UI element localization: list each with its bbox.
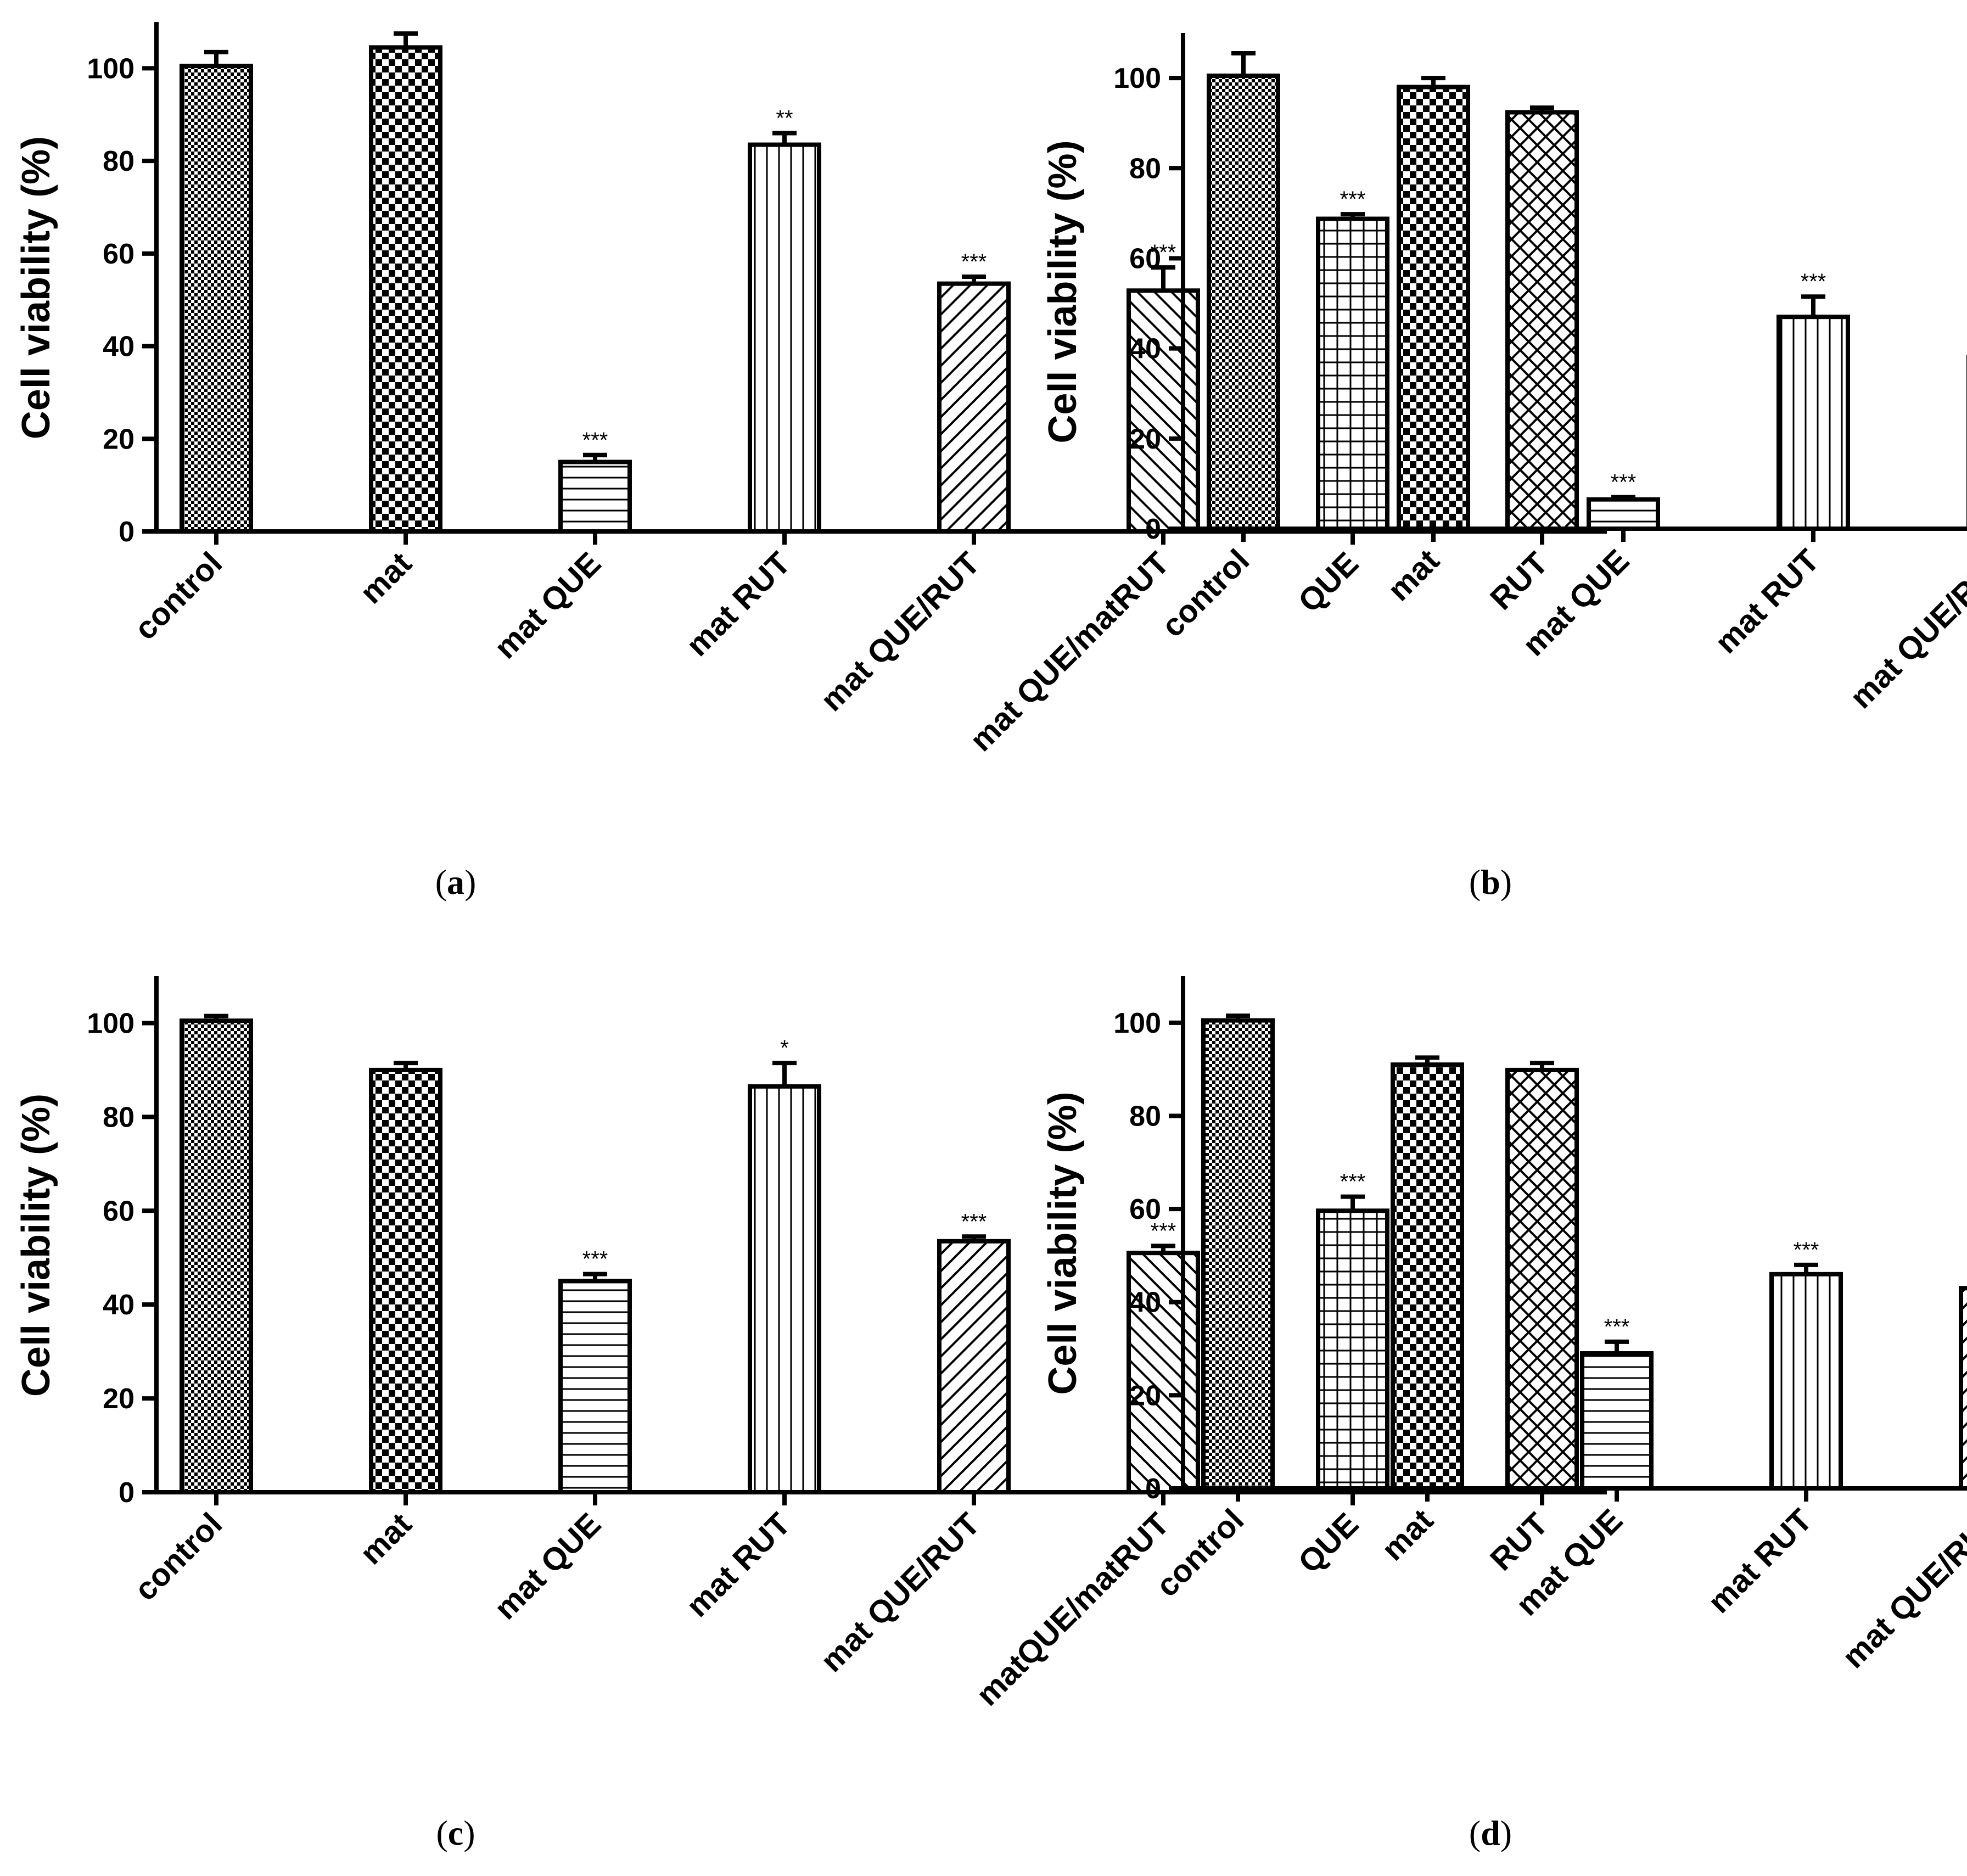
panel-caption: (d): [1469, 1813, 1512, 1852]
y-tick-label: 80: [1129, 153, 1161, 184]
bar: [369, 45, 442, 534]
category-label: control: [1155, 542, 1256, 644]
y-tick-label: 80: [103, 145, 135, 177]
y-tick-label: 0: [1145, 513, 1161, 545]
category-label: mat RUT: [680, 545, 798, 663]
y-tick-label: 40: [103, 331, 135, 363]
bar: [1505, 1067, 1579, 1494]
bar: [1769, 1272, 1843, 1491]
category-label: control: [127, 545, 229, 647]
significance-label: *: [780, 1036, 789, 1060]
y-tick-label: 100: [87, 1007, 135, 1039]
y-tick-label: 60: [103, 1195, 135, 1227]
category-label: QUE: [1291, 545, 1365, 619]
category-label: mat RUT: [1701, 1502, 1819, 1620]
category-label: mat: [1375, 1502, 1440, 1567]
category-label: mat QUE/RUT: [814, 545, 987, 718]
y-tick-label: 40: [1129, 1287, 1161, 1319]
panel-caption: (c): [436, 1813, 475, 1852]
significance-label: ***: [1151, 1219, 1176, 1243]
bar: [1397, 85, 1470, 531]
y-tick-label: 0: [1145, 1473, 1161, 1505]
y-tick-label: 20: [103, 423, 135, 455]
category-label: QUE: [1291, 1506, 1365, 1580]
bar: [180, 1018, 253, 1494]
category-label: mat: [353, 1506, 418, 1571]
bar: [1127, 288, 1200, 534]
y-tick-label: 40: [103, 1289, 135, 1321]
category-label: mat QUE/RUT: [1843, 542, 1967, 715]
category-label: control: [1149, 1502, 1251, 1604]
significance-label: ***: [1611, 471, 1637, 495]
bar: [748, 142, 821, 534]
significance-label: ***: [582, 1247, 608, 1272]
y-tick-label: 20: [103, 1383, 135, 1415]
bar: [1505, 110, 1579, 534]
category-label: RUT: [1483, 545, 1555, 617]
bar: [937, 281, 1011, 534]
bar: [1207, 73, 1280, 531]
y-tick-label: 60: [1129, 243, 1161, 275]
y-tick-label: 80: [1129, 1100, 1161, 1132]
significance-label: **: [776, 106, 793, 130]
significance-label: ***: [961, 1209, 987, 1234]
y-tick-label: 20: [1129, 423, 1161, 455]
y-tick-label: 60: [103, 238, 135, 270]
significance-label: ***: [582, 428, 608, 452]
bar: [1587, 497, 1660, 531]
y-tick-label: 40: [1129, 333, 1161, 365]
significance-label: ***: [1340, 187, 1366, 211]
significance-label: ***: [1604, 1315, 1630, 1339]
category-label: mat QUE/matRUT: [963, 545, 1176, 758]
bar: [1391, 1062, 1464, 1491]
bar: [180, 64, 253, 534]
category-label: control: [127, 1506, 229, 1608]
category-label: mat RUT: [1708, 542, 1826, 660]
bar: [558, 460, 632, 534]
significance-label: ***: [1794, 1238, 1819, 1262]
significance-label: ***: [1340, 1170, 1366, 1194]
y-tick-label: 20: [1129, 1380, 1161, 1412]
bar: [369, 1067, 442, 1494]
y-axis-title: Cell viability (%): [1041, 140, 1085, 443]
y-tick-label: 80: [103, 1101, 135, 1133]
category-label: mat: [353, 545, 418, 611]
y-axis-title: Cell viability (%): [1041, 1091, 1085, 1395]
y-tick-label: 100: [1113, 63, 1161, 94]
panel-caption: (a): [435, 863, 477, 901]
category-label: matQUE/matRUT: [970, 1506, 1176, 1712]
y-tick-label: 60: [1129, 1194, 1161, 1225]
y-tick-label: 0: [119, 516, 135, 548]
y-axis-title: Cell viability (%): [14, 136, 58, 439]
category-label: mat: [1381, 542, 1446, 608]
bar: [1580, 1351, 1654, 1491]
y-axis-title: Cell viability (%): [14, 1094, 58, 1397]
category-label: mat QUE/RUT: [1835, 1502, 1967, 1675]
bar: [1777, 315, 1850, 531]
y-tick-label: 100: [1113, 1007, 1161, 1039]
significance-label: ***: [961, 250, 987, 274]
category-label: mat QUE: [487, 545, 608, 665]
category-label: mat QUE: [487, 1506, 608, 1626]
bar: [1201, 1018, 1275, 1491]
category-label: mat RUT: [680, 1506, 798, 1624]
significance-label: ***: [1801, 270, 1826, 294]
panel-caption: (b): [1469, 863, 1512, 901]
y-tick-label: 0: [119, 1477, 135, 1509]
significance-label: ***: [1151, 240, 1176, 265]
bar: [1316, 1208, 1389, 1494]
bar: [748, 1084, 821, 1495]
bar: [1316, 216, 1389, 534]
bar: [1959, 1286, 1967, 1491]
category-label: mat QUE/RUT: [814, 1506, 987, 1679]
bar: [937, 1239, 1011, 1494]
bar: [558, 1279, 632, 1495]
y-tick-label: 100: [87, 53, 135, 85]
